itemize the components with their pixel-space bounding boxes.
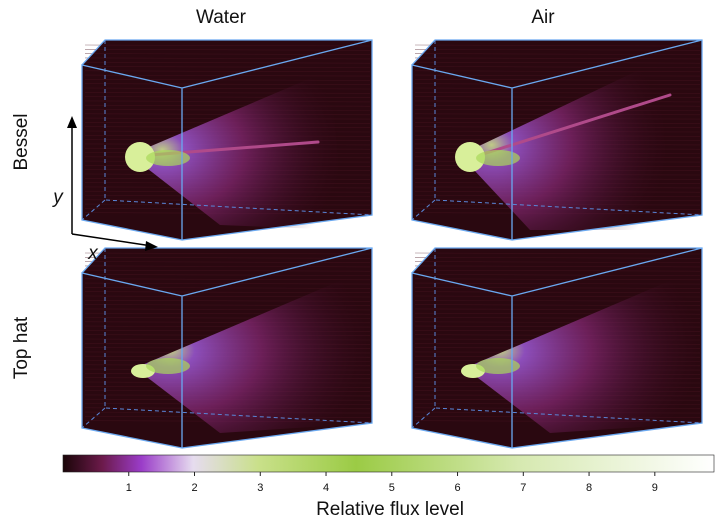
volume-panel	[82, 40, 372, 240]
colorbar-tick-label: 4	[323, 482, 329, 494]
colorbar-tick-label: 3	[257, 482, 263, 494]
volume-panel	[412, 40, 702, 240]
core-glow	[476, 358, 520, 374]
colorbar-tick-label: 8	[586, 482, 592, 494]
row-title: Bessel	[11, 113, 32, 170]
colorbar-tick-label: 7	[520, 482, 526, 494]
axis-label: y	[51, 187, 64, 208]
figure: Water Air Bessel Top hat y x Relative fl…	[0, 0, 716, 523]
colorbar-tick-label: 2	[191, 482, 197, 494]
colorbar-label: Relative flux level	[316, 499, 464, 520]
colorbar-tick-label: 1	[126, 482, 132, 494]
volume-panel	[82, 248, 372, 448]
column-title: Air	[531, 7, 555, 28]
core-glow	[146, 150, 190, 166]
colorbar	[63, 455, 714, 472]
colorbar-tick-label: 9	[652, 482, 658, 494]
column-title: Water	[196, 7, 247, 28]
core-glow	[476, 150, 520, 166]
volume-panel	[412, 248, 702, 448]
axis-label: x	[87, 243, 99, 264]
core-glow	[146, 358, 190, 374]
colorbar-tick-label: 6	[454, 482, 460, 494]
row-title: Top hat	[11, 316, 32, 379]
panels	[82, 40, 702, 448]
colorbar-tick-label: 5	[389, 482, 395, 494]
